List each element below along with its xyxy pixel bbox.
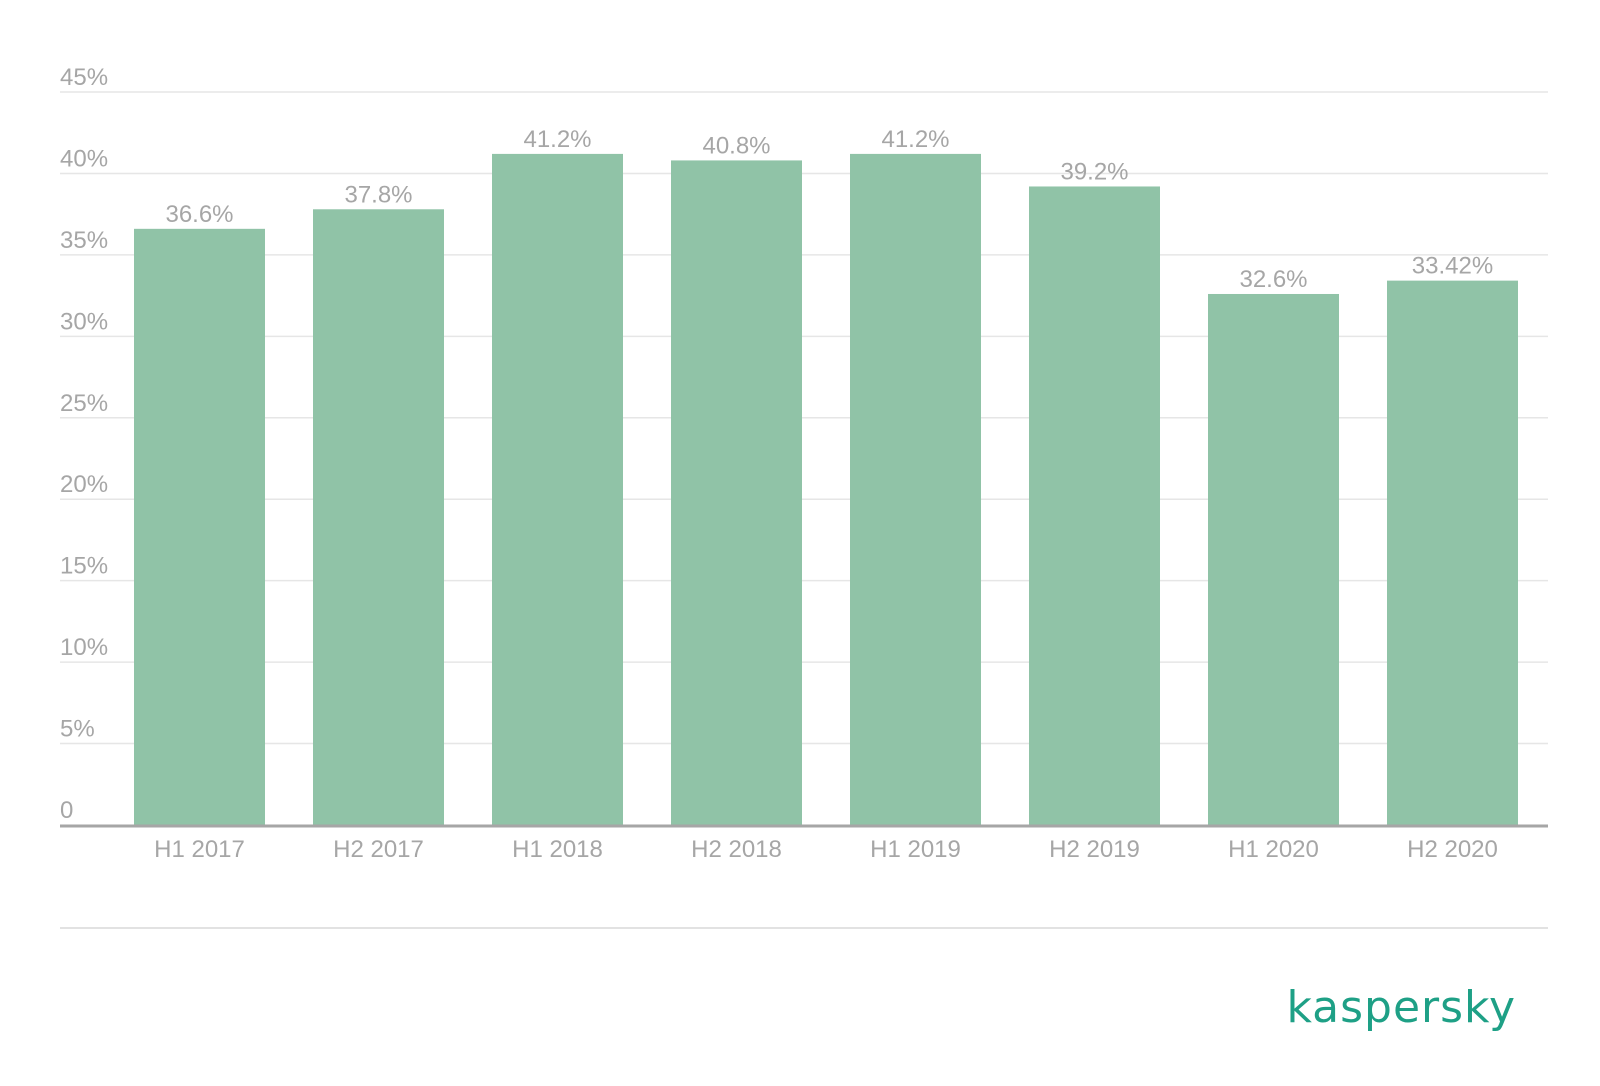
bar-value-label: 41.2% <box>881 126 949 153</box>
data-labels: 36.6% 37.8% 41.2% 40.8% 41.2% 39.2% 32.6% 33.42… <box>165 126 1493 293</box>
bar-value-label: 40.8% <box>702 132 770 159</box>
y-tick-label: 35% <box>60 227 108 254</box>
x-tick-label: H1 2019 <box>870 836 961 863</box>
bar-value-label: 33.42% <box>1412 253 1493 280</box>
bars <box>134 153 1518 826</box>
x-tick-label: H1 2020 <box>1228 836 1319 863</box>
y-tick-label: 30% <box>60 308 108 335</box>
y-tick-label: 40% <box>60 145 108 172</box>
bar-value-label: 37.8% <box>344 181 412 208</box>
bar-value-label: 41.2% <box>523 126 591 153</box>
x-axis-ticks: H1 2017 H2 2017 H1 2018 H2 2018 H1 2019 H2 20… <box>154 836 1498 863</box>
y-tick-label: 10% <box>60 634 108 661</box>
x-tick-label: H1 2018 <box>512 836 603 863</box>
y-tick-label: 15% <box>60 553 108 580</box>
bar <box>1387 280 1518 825</box>
kaspersky-logo: kaspersky <box>1286 982 1516 1033</box>
x-tick-label: H2 2017 <box>333 836 424 863</box>
y-tick-label: 25% <box>60 390 108 417</box>
gridlines <box>60 91 1548 745</box>
x-tick-label: H2 2018 <box>691 836 782 863</box>
bar <box>313 209 444 825</box>
x-tick-label: H2 2020 <box>1407 836 1498 863</box>
x-tick-label: H2 2019 <box>1049 836 1140 863</box>
bar-value-label: 39.2% <box>1060 158 1128 185</box>
bar-value-label: 32.6% <box>1239 266 1307 293</box>
bar <box>671 160 802 825</box>
y-tick-label: 0 <box>60 797 73 824</box>
y-tick-label: 5% <box>60 716 95 743</box>
y-axis-ticks: 0 5% 10% 15% 20% 25% 30% 35% 40% 45% <box>60 64 108 824</box>
bar <box>1208 293 1339 826</box>
bar <box>1029 186 1160 825</box>
x-tick-label: H1 2017 <box>154 836 245 863</box>
y-tick-label: 45% <box>60 64 108 91</box>
y-tick-label: 20% <box>60 471 108 498</box>
bar <box>134 228 265 825</box>
bar-value-label: 36.6% <box>165 201 233 228</box>
bar <box>850 153 981 826</box>
bar <box>492 153 623 826</box>
